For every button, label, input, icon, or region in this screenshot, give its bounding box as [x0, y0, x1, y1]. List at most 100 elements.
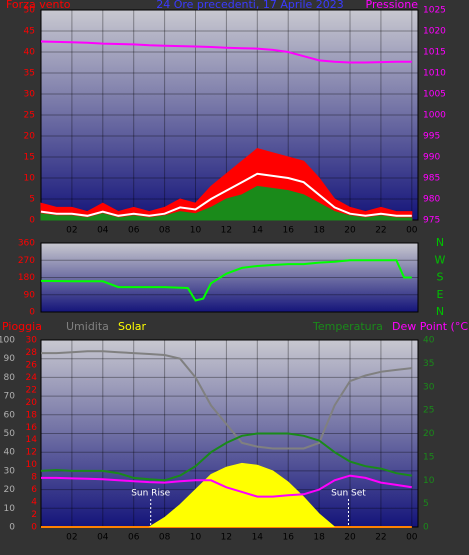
y-tick-label: 90: [4, 354, 16, 364]
y3-tick-label: 8: [31, 473, 37, 483]
y-tick-label: 15: [24, 153, 35, 163]
x-tick-label: 14: [252, 533, 264, 543]
y-tick-label: 70: [4, 392, 16, 402]
y3-tick-label: 12: [26, 448, 37, 458]
y2-tick-label: S: [437, 271, 444, 284]
y2-tick-label: 0: [423, 523, 429, 533]
y2-tick-label: 1020: [423, 27, 446, 37]
y3-tick-label: 24: [26, 373, 38, 383]
y-tick-label: 80: [4, 373, 16, 383]
y2-tick-label: 985: [423, 174, 440, 184]
y-tick-label: 45: [24, 27, 35, 37]
y2-tick-label: 975: [423, 216, 440, 226]
y3-tick-label: 14: [26, 435, 38, 445]
y2-tick-label: W: [435, 253, 446, 266]
legend-entry: Solar: [118, 320, 147, 333]
series-line: [40, 259, 412, 302]
x-tick-label: 16: [282, 533, 294, 543]
y2-tick-label: 1025: [423, 6, 446, 16]
legend-entry: Temperatura: [312, 320, 383, 333]
y-tick-label: 30: [4, 466, 16, 476]
chart-title: 24 Ore precedenti, 17 Aprile 2023: [156, 0, 344, 11]
y-tick-label: 180: [18, 273, 35, 283]
y-tick-label: 25: [24, 111, 35, 121]
x-tick-label: 02: [66, 533, 77, 543]
x-tick-label: 04: [97, 226, 109, 236]
series-area: [40, 148, 413, 221]
y2-tick-label: 5: [423, 499, 429, 509]
y3-tick-label: 2: [31, 510, 37, 520]
y3-tick-label: 28: [26, 348, 38, 358]
x-tick-label: 00: [406, 226, 418, 236]
plot-area: [40, 242, 419, 313]
y-tick-label: 20: [4, 485, 16, 495]
y-tick-label: 50: [4, 429, 16, 439]
y-tick-label: 40: [24, 48, 36, 58]
y2-tick-label: N: [436, 236, 444, 249]
y3-tick-label: 6: [31, 485, 37, 495]
y2-tick-label: 1000: [423, 111, 446, 121]
series-line: [40, 172, 412, 217]
y-tick-label: 10: [4, 504, 16, 514]
x-tick-label: 10: [190, 533, 202, 543]
x-tick-label: 04: [97, 533, 109, 543]
y-tick-label: 35: [24, 69, 35, 79]
y2-tick-label: 990: [423, 153, 440, 163]
x-tick-label: 20: [344, 533, 356, 543]
series-line: [41, 350, 412, 450]
y3-tick-label: 26: [26, 360, 38, 370]
y2-tick-label: 1005: [423, 90, 446, 100]
y3-tick-label: 0: [31, 523, 37, 533]
y3-tick-label: 18: [26, 410, 38, 420]
x-tick-label: 08: [159, 226, 171, 236]
y-tick-label: 90: [24, 290, 36, 300]
x-tick-label: 14: [252, 226, 264, 236]
series-area: [41, 462, 412, 528]
y2-axis-title: Pressione: [366, 0, 419, 11]
legend-entry: Dew Point (°C): [392, 320, 469, 333]
y2-tick-label: 1015: [423, 48, 446, 58]
y-tick-label: 30: [24, 90, 36, 100]
x-tick-label: 10: [190, 226, 202, 236]
y2-tick-label: 40: [423, 336, 435, 346]
y3-tick-label: 30: [26, 336, 38, 346]
annotation-label: Sun Rise: [131, 489, 170, 499]
x-tick-label: 00: [406, 533, 418, 543]
series-area: [40, 185, 413, 221]
x-tick-label: 20: [344, 226, 356, 236]
y2-tick-label: 35: [423, 359, 434, 369]
y2-tick-label: 20: [423, 429, 435, 439]
y-tick-label: 0: [29, 216, 35, 226]
y2-tick-label: N: [436, 305, 444, 318]
y-tick-label: 0: [29, 308, 35, 318]
y3-tick-label: 10: [26, 460, 38, 470]
legend-entry: Pioggia: [2, 320, 42, 333]
y-tick-label: 360: [18, 239, 35, 249]
y3-tick-label: 4: [31, 498, 37, 508]
y-tick-label: 0: [9, 523, 15, 533]
y2-tick-label: E: [437, 288, 444, 301]
x-tick-label: 18: [313, 226, 325, 236]
y3-tick-label: 22: [26, 385, 37, 395]
y3-tick-label: 16: [26, 423, 38, 433]
x-tick-label: 16: [282, 226, 294, 236]
y-tick-label: 270: [18, 256, 35, 266]
x-tick-label: 22: [375, 226, 386, 236]
y-tick-label: 10: [24, 174, 36, 184]
y2-tick-label: 1010: [423, 69, 446, 79]
x-tick-label: 08: [159, 533, 171, 543]
x-tick-label: 22: [375, 533, 386, 543]
x-tick-label: 12: [221, 533, 232, 543]
y-axis-title: Forza vento: [6, 0, 71, 11]
y-tick-label: 60: [4, 410, 16, 420]
y2-tick-label: 995: [423, 132, 440, 142]
x-tick-label: 12: [221, 226, 232, 236]
x-tick-label: 02: [66, 226, 77, 236]
annotation-label: Sun Set: [331, 489, 366, 499]
y-tick-label: 100: [0, 336, 15, 346]
y2-tick-label: 15: [423, 452, 434, 462]
y3-tick-label: 20: [26, 398, 38, 408]
x-tick-label: 18: [313, 533, 325, 543]
